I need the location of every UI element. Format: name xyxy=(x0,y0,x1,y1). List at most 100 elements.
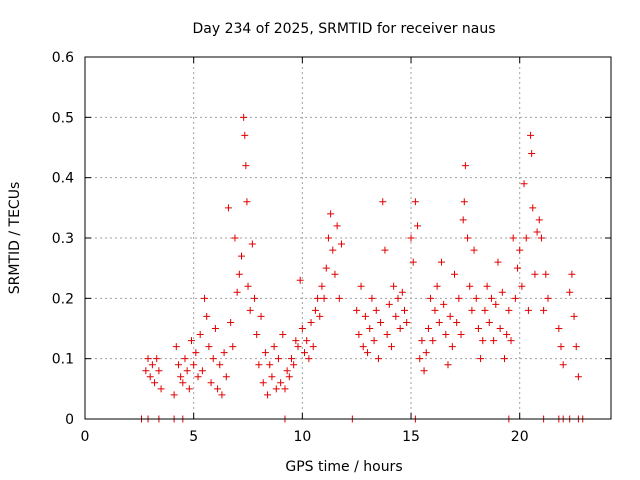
data-point-marker xyxy=(242,162,250,170)
data-point-marker xyxy=(196,331,204,339)
y-tick-label: 0 xyxy=(65,412,74,428)
data-point-marker xyxy=(494,258,502,266)
x-axis-label: GPS time / hours xyxy=(285,459,402,475)
data-point-marker xyxy=(201,294,209,302)
data-point-marker xyxy=(220,349,228,357)
data-point-marker xyxy=(505,306,513,314)
x-tick-label: 0 xyxy=(81,429,90,445)
data-point-marker xyxy=(227,318,235,326)
data-point-marker xyxy=(205,343,213,351)
data-point-marker xyxy=(144,355,152,363)
data-point-marker xyxy=(359,343,367,351)
data-point-marker xyxy=(455,294,463,302)
x-tick-label: 20 xyxy=(511,429,529,445)
data-point-marker xyxy=(253,331,261,339)
data-point-marker xyxy=(487,294,495,302)
data-point-marker xyxy=(370,337,378,345)
data-point-marker xyxy=(503,331,511,339)
data-point-marker xyxy=(296,276,304,284)
data-point-marker xyxy=(520,180,528,188)
data-point-marker xyxy=(422,349,430,357)
data-point-marker xyxy=(403,318,411,326)
data-point-marker xyxy=(559,361,567,369)
data-point-marker xyxy=(459,216,467,224)
data-point-marker xyxy=(481,306,489,314)
x-tick-label: 5 xyxy=(189,429,198,445)
data-point-marker xyxy=(355,331,363,339)
data-point-marker xyxy=(207,379,215,387)
data-point-marker xyxy=(214,385,222,393)
data-point-marker xyxy=(174,361,182,369)
y-tick-label: 0.5 xyxy=(52,110,74,126)
data-point-marker xyxy=(381,246,389,254)
data-point-marker xyxy=(535,216,543,224)
data-point-marker xyxy=(361,312,369,320)
data-point-marker xyxy=(153,355,161,363)
data-point-marker xyxy=(283,367,291,375)
data-point-marker xyxy=(453,318,461,326)
data-point-marker xyxy=(255,361,263,369)
data-point-marker xyxy=(531,270,539,278)
data-point-marker xyxy=(514,264,522,272)
data-point-marker xyxy=(542,270,550,278)
data-point-marker xyxy=(407,234,415,242)
y-tick-label: 0.6 xyxy=(52,50,74,66)
data-point-marker xyxy=(409,258,417,266)
data-point-marker xyxy=(314,294,322,302)
y-tick-label: 0.2 xyxy=(52,291,74,307)
data-point-marker xyxy=(411,198,419,206)
data-point-marker xyxy=(211,325,219,332)
data-point-marker xyxy=(435,318,443,326)
data-point-marker xyxy=(464,234,472,242)
data-point-marker xyxy=(529,204,537,212)
y-tick-label: 0.3 xyxy=(52,231,74,247)
data-point-marker xyxy=(416,355,424,363)
data-point-marker xyxy=(364,349,372,357)
data-point-marker xyxy=(424,325,432,332)
data-point-marker xyxy=(274,355,282,363)
data-point-marker xyxy=(442,331,450,339)
data-point-marker xyxy=(209,355,217,363)
data-point-marker xyxy=(172,343,180,351)
data-point-marker xyxy=(444,361,452,369)
data-point-marker xyxy=(383,331,391,339)
data-point-marker xyxy=(287,355,295,363)
data-point-marker xyxy=(518,282,526,290)
data-point-marker xyxy=(148,361,156,369)
data-point-marker xyxy=(320,294,328,302)
data-point-marker xyxy=(387,343,395,351)
data-point-marker xyxy=(285,373,293,381)
data-point-marker xyxy=(390,282,398,290)
data-point-marker xyxy=(379,198,387,206)
data-point-marker xyxy=(540,306,548,314)
data-point-marker xyxy=(264,391,272,399)
data-point-marker xyxy=(357,282,365,290)
data-point-marker xyxy=(566,288,574,296)
data-point-marker xyxy=(335,294,343,302)
data-point-marker xyxy=(170,391,178,399)
data-point-marker xyxy=(333,222,341,230)
data-point-marker xyxy=(188,337,196,345)
data-point-marker xyxy=(524,306,532,314)
data-point-marker xyxy=(461,162,469,170)
data-point-marker xyxy=(203,312,211,320)
data-point-marker xyxy=(572,343,580,351)
data-point-marker xyxy=(303,337,311,345)
data-point-marker xyxy=(194,373,202,381)
data-point-marker xyxy=(437,258,445,266)
data-point-marker xyxy=(192,349,200,357)
data-point-marker xyxy=(431,306,439,314)
data-point-marker xyxy=(372,306,380,314)
data-point-marker xyxy=(248,240,256,248)
y-axis-label: SRMTID / TECUs xyxy=(7,182,23,295)
data-point-marker xyxy=(353,306,361,314)
data-point-marker xyxy=(272,385,280,393)
data-point-marker xyxy=(485,318,493,326)
data-point-marker xyxy=(329,246,337,254)
data-point-marker xyxy=(433,282,441,290)
data-point-marker xyxy=(257,312,265,320)
data-point-marker xyxy=(309,343,317,351)
data-point-marker xyxy=(509,234,517,242)
y-tick-label: 0.1 xyxy=(52,352,74,368)
